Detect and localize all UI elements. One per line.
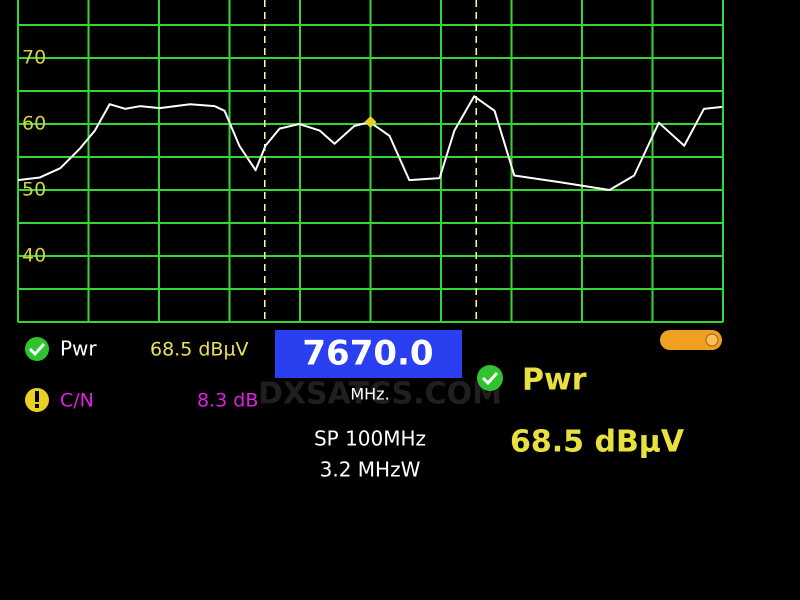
big-pwr-label: Pwr [522,363,587,398]
frequency-unit: MHz. [350,385,389,404]
y-tick-label: 60 [22,113,46,135]
y-tick-label: 40 [22,245,46,267]
pwr-label: Pwr [60,337,97,361]
watermark: DXSATCS.COM [258,377,502,412]
ok-icon [25,337,49,361]
battery-indicator [660,330,722,350]
battery-cap [705,333,719,347]
frequency-box [275,330,462,378]
bandwidth: 3.2 MHzW [320,458,421,482]
cursor [364,116,377,129]
span: SP 100MHz [314,427,426,451]
check-mark [28,342,46,357]
frequency: 7670.0 [302,334,433,374]
check-mark [481,371,499,386]
spectrum-plot: 40 50 60 70 80 [17,0,724,323]
pwr-value: 68.5 dBµV [150,339,249,361]
warning-dot [35,404,39,408]
y-tick-label: 80 [22,0,46,3]
big-pwr-value: 68.5 dBµV [510,425,685,460]
warning-bar [35,391,39,402]
ok-icon [477,365,503,391]
cn-value: 8.3 dB [197,390,258,412]
y-tick-label: 70 [22,47,46,69]
spectrum-trace [17,95,723,191]
y-tick-label: 50 [22,179,46,201]
cn-label: C/N [60,390,94,412]
